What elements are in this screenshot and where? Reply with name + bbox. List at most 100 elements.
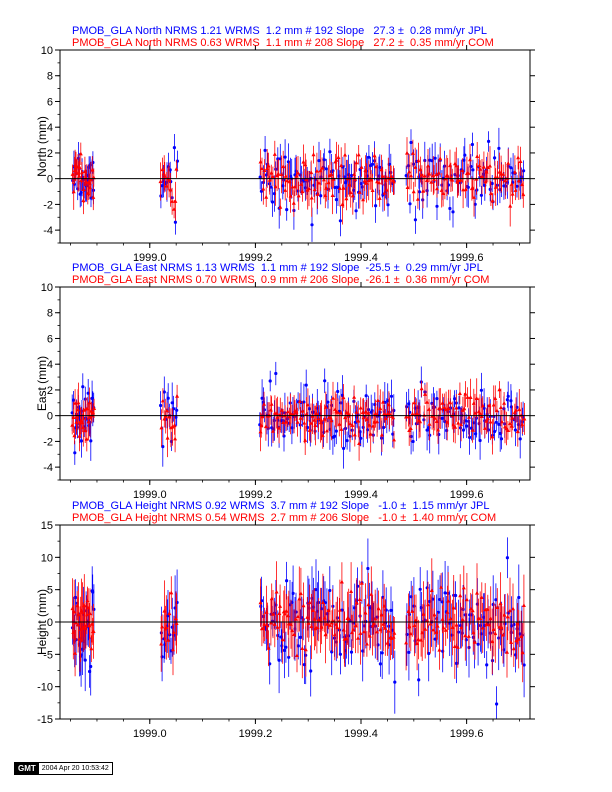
com-point <box>517 407 522 412</box>
com-point <box>276 171 281 176</box>
com-point <box>361 415 366 420</box>
jpl-point <box>494 598 498 602</box>
com-point <box>348 190 353 195</box>
jpl-point <box>159 403 163 408</box>
com-point <box>323 404 328 409</box>
com-point <box>175 393 180 398</box>
com-point <box>459 422 464 427</box>
jpl-point <box>454 593 458 598</box>
com-point <box>516 636 521 641</box>
jpl-point <box>79 439 84 443</box>
jpl-point <box>304 383 308 387</box>
com-point <box>480 403 485 408</box>
com-point <box>87 400 92 405</box>
com-point <box>88 611 92 616</box>
com-point <box>498 405 503 409</box>
com-point <box>490 434 495 439</box>
com-point <box>295 653 299 657</box>
jpl-point <box>302 663 306 667</box>
com-point <box>412 400 417 405</box>
jpl-point <box>317 159 321 163</box>
com-point <box>438 156 443 161</box>
com-point <box>426 602 430 607</box>
x-tick-label: 1999.0 <box>133 252 167 264</box>
jpl-point <box>417 678 421 682</box>
com-point <box>391 415 396 420</box>
com-point <box>381 399 385 404</box>
y-tick-label: -10 <box>37 682 53 694</box>
com-point <box>521 603 526 607</box>
com-point <box>436 170 441 175</box>
north-axes-frame <box>59 49 531 244</box>
jpl-point <box>418 587 422 591</box>
com-point <box>490 198 495 203</box>
jpl-point <box>468 435 472 439</box>
com-point <box>466 634 471 638</box>
com-point <box>495 605 500 609</box>
com-point <box>477 163 482 168</box>
com-point <box>382 190 387 195</box>
jpl-point <box>393 680 397 684</box>
jpl-point <box>374 204 378 208</box>
jpl-point <box>328 150 332 154</box>
jpl-point <box>326 400 330 404</box>
com-point <box>320 165 325 170</box>
jpl-point <box>509 166 513 170</box>
com-point <box>364 180 369 185</box>
jpl-point <box>382 425 386 430</box>
com-point <box>300 646 305 650</box>
com-point <box>319 624 324 629</box>
com-point <box>361 629 366 634</box>
jpl-point <box>328 588 332 593</box>
jpl-point <box>458 426 463 430</box>
com-point <box>505 649 509 654</box>
com-point <box>167 414 172 419</box>
jpl-point <box>445 428 449 433</box>
com-point <box>493 631 498 636</box>
com-point <box>481 164 486 169</box>
com-point <box>170 199 175 203</box>
com-point <box>516 178 521 183</box>
com-point <box>71 189 76 194</box>
com-point <box>375 398 380 402</box>
com-point <box>337 618 342 623</box>
com-point <box>315 192 320 196</box>
com-point <box>285 178 290 183</box>
com-point <box>300 408 305 413</box>
jpl-point <box>412 604 416 608</box>
com-point <box>91 195 96 199</box>
com-point <box>411 189 416 194</box>
y-tick-label: 0 <box>47 174 53 186</box>
com-point <box>422 173 427 178</box>
com-point <box>468 395 473 399</box>
com-point <box>341 395 346 400</box>
com-point <box>375 419 380 424</box>
y-tick-label: 2 <box>47 148 53 160</box>
com-point <box>293 616 298 621</box>
jpl-point <box>354 209 358 213</box>
y-tick-label: 0 <box>47 411 53 423</box>
jpl-point <box>378 662 382 666</box>
com-point <box>384 187 389 192</box>
jpl-point <box>392 408 396 413</box>
com-point <box>330 193 335 197</box>
com-point <box>282 611 287 616</box>
com-point <box>267 178 272 182</box>
y-tick-label: -2 <box>43 436 53 448</box>
y-tick-label: 4 <box>47 359 53 371</box>
com-point <box>451 605 456 610</box>
com-point <box>410 609 415 613</box>
com-point <box>354 160 359 165</box>
jpl-point <box>463 153 467 157</box>
x-tick-label: 1999.6 <box>450 728 484 740</box>
y-tick-label: 8 <box>47 71 53 83</box>
jpl-point <box>73 451 77 455</box>
com-point <box>171 647 175 652</box>
jpl-point <box>333 185 337 190</box>
com-point <box>467 415 472 419</box>
jpl-point <box>161 445 165 449</box>
jpl-point <box>448 206 452 211</box>
com-point <box>416 158 421 163</box>
jpl-point <box>284 645 288 649</box>
com-point <box>376 606 381 611</box>
